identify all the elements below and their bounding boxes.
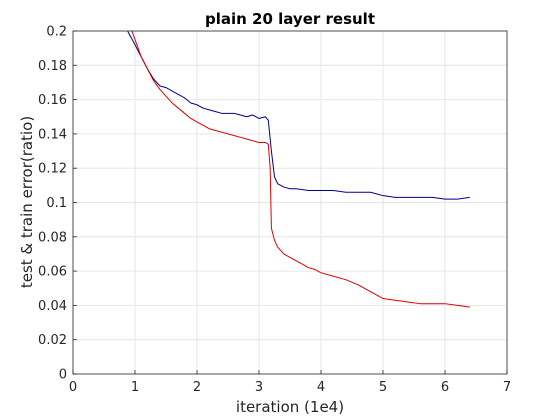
- x-tick-label: 3: [255, 380, 263, 395]
- chart-title: plain 20 layer result: [205, 10, 375, 28]
- x-axis-label: iteration (1e4): [236, 398, 344, 416]
- y-tick-label: 0.04: [38, 299, 67, 314]
- x-tick-label: 1: [131, 380, 139, 395]
- y-tick-label: 0.1: [46, 196, 67, 211]
- y-tick-label: 0.02: [38, 333, 67, 348]
- y-tick-label: 0.2: [46, 25, 67, 40]
- y-tick-label: 0.14: [38, 127, 67, 142]
- x-tick-label: 6: [441, 380, 449, 395]
- x-tick-label: 5: [379, 380, 387, 395]
- series-line-2: [131, 31, 470, 308]
- series-layer: [127, 31, 470, 308]
- x-axis: 0 1 2 3 4 5 6 7: [69, 370, 511, 395]
- y-tick-label: 0: [59, 368, 67, 383]
- y-tick-label: 0.12: [38, 162, 67, 177]
- y-axis-label: test & train error(ratio): [18, 116, 36, 288]
- series-line-1: [127, 31, 470, 200]
- y-tick-label: 0.06: [38, 265, 67, 280]
- y-tick-label: 0.08: [38, 230, 67, 245]
- x-tick-label: 4: [317, 380, 325, 395]
- y-tick-label: 0.18: [38, 59, 67, 74]
- x-tick-label: 0: [69, 380, 77, 395]
- x-tick-label: 7: [503, 380, 511, 395]
- y-axis: 0 0.02 0.04 0.06 0.08 0.1 0.12 0.14 0.16 0.18 0.2: [38, 25, 77, 383]
- x-tick-label: 2: [193, 380, 201, 395]
- y-tick-label: 0.16: [38, 93, 67, 108]
